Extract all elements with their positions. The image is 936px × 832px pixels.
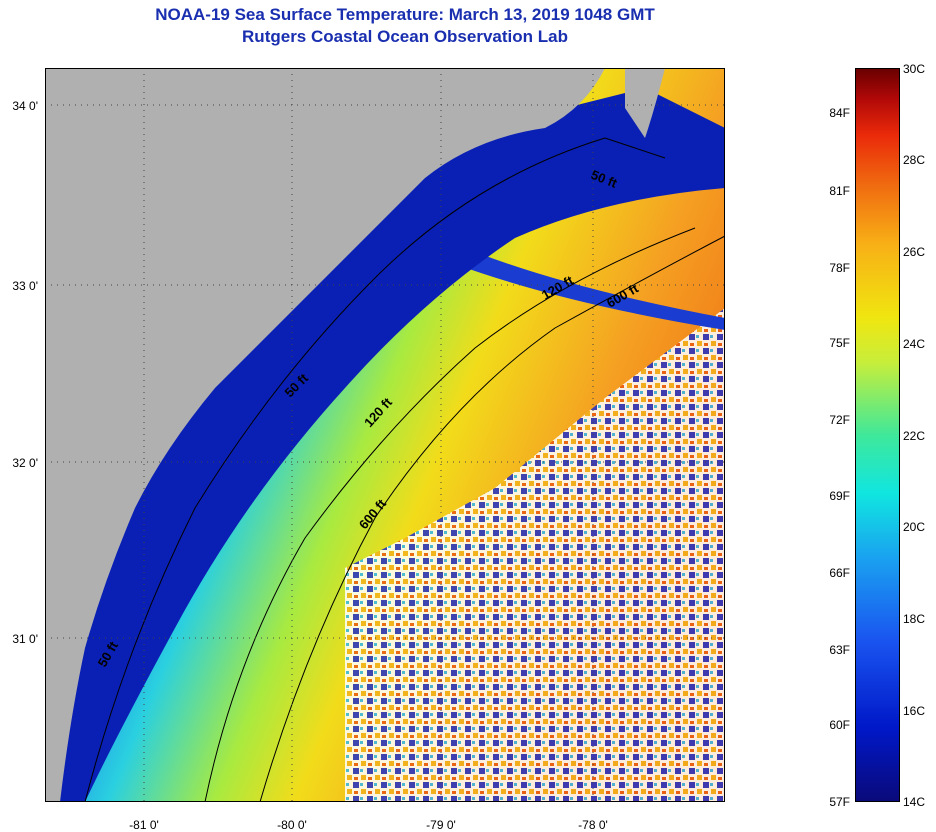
colorbar-f-label: 69F [829,489,850,503]
cold-plume [455,248,725,330]
colorbar-f-label: 84F [829,106,850,120]
colorbar-c-label: 16C [903,704,926,718]
colorbar-c-label: 20C [903,520,926,534]
land-north [625,68,665,138]
colorbar-c-label: 26C [903,245,926,259]
lat-label: 33 0' [12,279,38,293]
colorbar-c-label: 18C [903,612,926,626]
contour-50ft [84,137,666,802]
lat-label: 31 0' [12,632,38,646]
colorbar-f-label: 72F [829,413,850,427]
lat-label: 34 0' [12,99,38,113]
sst-map: 50 ft 120 ft 600 ft 50 ft 120 ft 600 ft … [45,68,725,802]
colorbar-c-label: 14C [903,795,926,809]
graticule [45,68,725,802]
colorbar-f-label: 60F [829,718,850,732]
colorbar-f-label: 78F [829,261,850,275]
colorbar-f-label: 75F [829,336,850,350]
colorbar-c-label: 28C [903,153,926,167]
contour-120ft [204,227,696,802]
lon-label: -81 0' [129,818,159,832]
lon-label: -79 0' [426,818,456,832]
colorbar-f-label: 63F [829,643,850,657]
land-mass [45,68,605,802]
temperature-colorbar [855,68,900,802]
coastal-cold-band [45,88,725,802]
lat-label: 32 0' [12,456,38,470]
cloud-cover [345,308,725,802]
colorbar-c-label: 22C [903,429,926,443]
colorbar-c-label: 30C [903,62,926,76]
lon-label: -78 0' [578,818,608,832]
contour-600ft [259,235,725,802]
map-title: NOAA-19 Sea Surface Temperature: March 1… [155,5,655,24]
map-frame [45,68,725,802]
map-subtitle: Rutgers Coastal Ocean Observation Lab [242,27,568,46]
colorbar-f-label: 81F [829,184,850,198]
lon-label: -80 0' [277,818,307,832]
colorbar-f-label: 57F [829,795,850,809]
sst-map-image: 50 ft 120 ft 600 ft 50 ft 120 ft 600 ft … [45,68,725,802]
colorbar-f-label: 66F [829,566,850,580]
colorbar-c-label: 24C [903,337,926,351]
